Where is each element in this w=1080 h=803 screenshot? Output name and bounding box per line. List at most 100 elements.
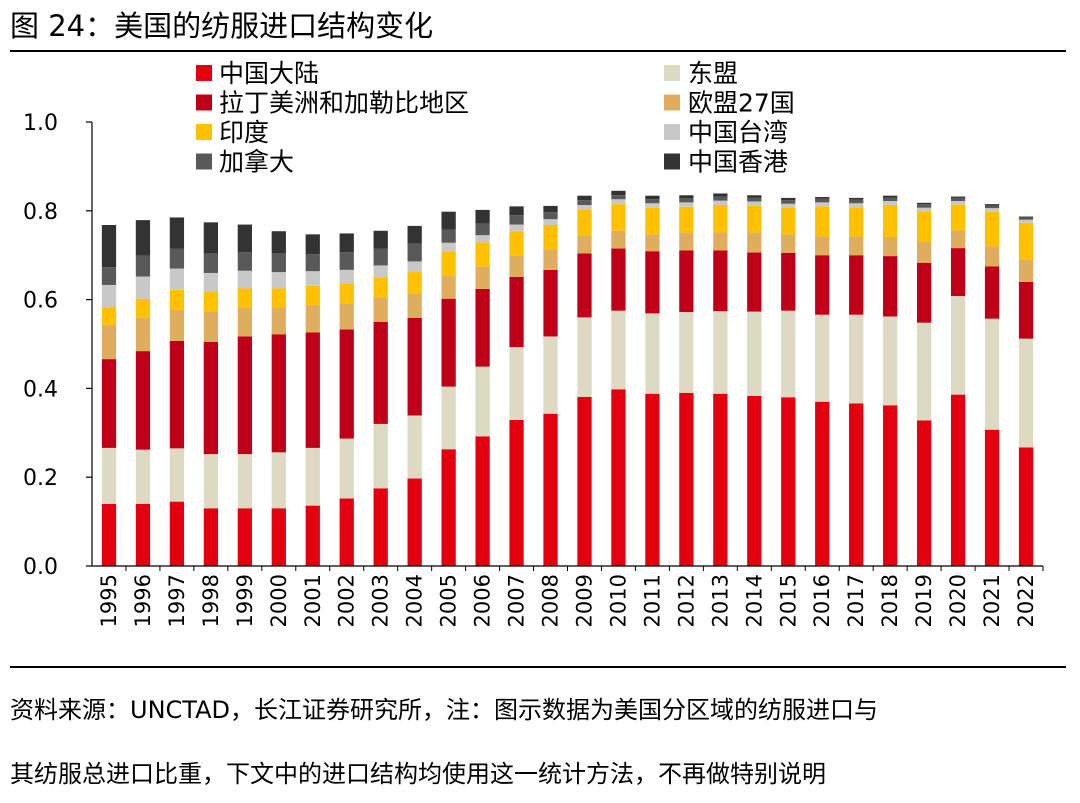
bar-2008-series-3 [543,249,558,270]
bar-2015-series-5 [781,203,796,208]
bar-2009-series-3 [577,235,592,254]
y-tick-label: 0.2 [23,466,58,491]
legend-label: 拉丁美洲和加勒比地区 [219,89,469,118]
x-tick-label: 2013 [708,574,732,627]
bar-1996-series-1 [135,449,151,504]
bar-2002-series-2 [339,329,354,439]
bar-1999-series-1 [237,454,252,509]
bar-2001-series-7 [305,234,320,255]
bar-2002-series-5 [339,269,354,284]
bar-2019-series-3 [916,241,932,263]
bar-1999-series-6 [237,252,252,271]
bar-2022-series-1 [1018,338,1034,448]
bar-2020-series-6 [950,197,966,202]
bar-2012-series-3 [679,232,694,251]
bar-2016-series-3 [815,236,830,256]
bar-2000-series-1 [271,452,286,509]
bar-2013-series-3 [713,232,728,251]
bar-2017-series-1 [849,314,864,404]
x-tick-label: 2010 [606,574,630,627]
bar-2017-series-5 [849,203,864,208]
bar-2002-series-6 [339,252,354,270]
bar-2016-series-4 [815,206,830,237]
bar-2016-series-2 [815,255,830,315]
bar-2010-series-5 [611,199,626,205]
bar-2020-series-5 [950,201,966,205]
bar-2002-series-4 [339,283,354,304]
bar-2019-series-1 [916,322,932,421]
bar-2009-series-1 [577,317,592,397]
x-tick-label: 2015 [776,574,800,627]
bar-2014-series-2 [747,252,762,312]
bar-2012-series-6 [679,198,694,203]
x-tick-label: 2009 [572,574,596,627]
bar-2020-series-1 [950,296,966,395]
bar-2007-series-3 [509,255,524,277]
bar-2007-series-6 [509,215,524,225]
bar-2017-series-2 [849,255,864,315]
bar-2004-series-7 [407,225,422,244]
y-tick-label: 1.0 [23,111,58,136]
bar-2018-series-3 [883,237,898,257]
bar-1997-series-4 [169,289,185,310]
bar-2018-series-1 [883,316,898,406]
bar-2005-series-7 [441,211,456,230]
bar-2000-series-5 [271,272,286,289]
legend-label: 欧盟27国 [688,89,795,118]
bar-2021-series-3 [984,246,1000,267]
bar-2021-series-6 [984,205,1000,209]
bar-2003-series-2 [373,321,388,424]
bar-2001-series-3 [305,304,320,333]
bar-1997-series-2 [169,340,185,449]
bar-2008-series-2 [543,269,558,337]
bar-2011-series-2 [645,251,660,314]
bar-2016-series-5 [815,202,830,207]
bar-2010-series-7 [611,190,626,196]
bar-2019-series-5 [916,207,932,212]
bar-1999-series-2 [237,336,252,455]
bar-2014-series-3 [747,232,762,253]
bar-2009-series-4 [577,209,592,236]
bar-2017-series-4 [849,207,864,237]
bar-2000-series-3 [271,307,286,335]
bar-2009-series-0 [577,396,592,566]
bar-2013-series-4 [713,205,728,233]
bar-2003-series-6 [373,248,388,266]
bar-2005-series-1 [441,386,456,450]
x-tick-label: 2020 [946,574,970,627]
bar-2002-series-3 [339,303,354,330]
bar-2006-series-0 [475,436,490,566]
bar-2007-series-1 [509,347,524,420]
bar-2013-series-5 [713,200,728,206]
legend-swatch [664,94,680,111]
top-rule [10,50,1066,52]
x-tick-label: 2012 [674,574,698,627]
bar-2004-series-2 [407,317,422,416]
bar-2007-series-0 [509,419,524,566]
x-tick-label: 2016 [810,574,834,627]
bar-2003-series-0 [373,488,388,566]
x-tick-label: 2006 [471,574,495,627]
bar-2000-series-2 [271,334,286,453]
bar-2006-series-7 [475,209,490,224]
bar-2004-series-3 [407,293,422,318]
bar-2003-series-5 [373,265,388,278]
x-tick-label: 2017 [844,574,868,627]
legend-label: 加拿大 [219,148,294,177]
bottom-rule [10,666,1066,668]
bar-2019-series-2 [916,262,932,323]
bar-1998-series-1 [203,454,219,509]
legend-swatch [664,65,680,81]
bar-2007-series-7 [509,206,524,216]
bar-2005-series-6 [441,229,456,243]
bar-2006-series-3 [475,266,490,289]
x-tick-label: 1996 [131,574,155,627]
bar-2007-series-4 [509,231,524,256]
bar-2001-series-6 [305,254,320,272]
bar-1997-series-1 [169,448,185,502]
bar-1995-series-0 [101,503,117,566]
bar-2018-series-4 [883,205,898,237]
y-tick-label: 0.6 [23,289,58,314]
x-tick-label: 1998 [199,574,223,627]
